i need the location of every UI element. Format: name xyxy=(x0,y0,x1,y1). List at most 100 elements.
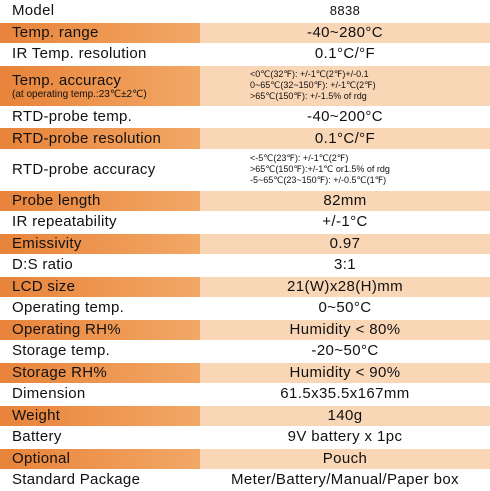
label: Standard Package xyxy=(12,471,141,489)
spec-row: RTD-probe temp. -40~200°C xyxy=(0,106,490,128)
label: Probe length xyxy=(12,192,101,210)
value-cell: -20~50°C xyxy=(200,340,490,362)
value-cell: 8838 xyxy=(200,0,490,22)
label-cell: Probe length xyxy=(0,189,200,211)
value: 0.1°C/°F xyxy=(314,45,376,63)
spec-row: Probe length 82mm xyxy=(0,189,490,211)
value-cell: 0.1°C/°F xyxy=(200,127,490,149)
value: 82mm xyxy=(323,192,367,210)
label-note: (at operating temp.:23℃±2℃) xyxy=(12,88,147,100)
label: Storage RH% xyxy=(12,364,108,382)
label-cell: RTD-probe temp. xyxy=(0,106,200,128)
label: IR repeatability xyxy=(12,213,117,231)
spec-row: Standard Package Meter/Battery/Manual/Pap… xyxy=(0,469,490,491)
spec-row: Model 8838 xyxy=(0,0,490,22)
label-cell: Optional xyxy=(0,447,200,469)
value-line: >65℃(150℉): +/-1.5% of rdg xyxy=(250,91,367,101)
label: Temp. accuracy xyxy=(12,71,122,89)
value-cell: Pouch xyxy=(200,447,490,469)
value-cell: +/-1°C xyxy=(200,211,490,233)
label: LCD size xyxy=(12,278,76,296)
spec-row: D:S ratio 3:1 xyxy=(0,254,490,276)
label: RTD-probe accuracy xyxy=(12,160,156,178)
value: Humidity < 90% xyxy=(289,364,401,382)
value-cell: 3:1 xyxy=(200,254,490,276)
value: 3:1 xyxy=(333,256,357,274)
value-cell: 0.1°C/°F xyxy=(200,43,490,65)
value-cell: 61.5x35.5x167mm xyxy=(200,383,490,405)
value: Humidity < 80% xyxy=(289,321,401,339)
label: Model xyxy=(12,2,55,20)
label: Optional xyxy=(12,450,71,468)
value-line: >65℃(150℉):+/-1℃ or1.5% of rdg xyxy=(250,163,390,174)
value: -40~280°C xyxy=(307,24,383,42)
spec-row: Weight 140g xyxy=(0,404,490,426)
label-cell: Operating RH% xyxy=(0,318,200,340)
value-line: 0~65℃(32~150℉): +/-1℃(2℉) xyxy=(250,80,376,90)
value-cell: <0℃(32℉): +/-1℃(2℉)+/-0.1 0~65℃(32~150℉):… xyxy=(200,64,490,106)
spec-row: Operating temp. 0~50°C xyxy=(0,297,490,319)
label-cell: Battery xyxy=(0,426,200,448)
spec-row: IR Temp. resolution 0.1°C/°F xyxy=(0,43,490,65)
label-cell: Temp. range xyxy=(0,21,200,43)
label: Temp. range xyxy=(12,24,99,42)
value: 61.5x35.5x167mm xyxy=(280,385,410,403)
spec-row: Emissivity 0.97 xyxy=(0,232,490,254)
value: 9V battery x 1pc xyxy=(287,428,403,446)
value-cell: 82mm xyxy=(200,189,490,211)
value-cell: 0.97 xyxy=(200,232,490,254)
label-cell: Model xyxy=(0,0,200,22)
label: RTD-probe resolution xyxy=(12,129,162,147)
label: Storage temp. xyxy=(12,342,111,360)
value-cell: -40~200°C xyxy=(200,106,490,128)
spec-row: IR repeatability +/-1°C xyxy=(0,211,490,233)
spec-row: Temp. range -40~280°C xyxy=(0,21,490,43)
value-line: <-5℃(23℉): +/-1℃(2℉) xyxy=(250,152,349,163)
value-cell: -40~280°C xyxy=(200,21,490,43)
label-cell: RTD-probe accuracy xyxy=(0,149,200,190)
spec-row: Storage temp. -20~50°C xyxy=(0,340,490,362)
label: Emissivity xyxy=(12,235,82,253)
label-cell: Operating temp. xyxy=(0,297,200,319)
value-cell: Humidity < 80% xyxy=(200,318,490,340)
value: -20~50°C xyxy=(311,342,379,360)
value-cell: 21(W)x28(H)mm xyxy=(200,275,490,297)
value: 0~50°C xyxy=(318,299,372,317)
value-line: <0℃(32℉): +/-1℃(2℉)+/-0.1 xyxy=(250,69,369,79)
value-cell: Meter/Battery/Manual/Paper box xyxy=(200,469,490,491)
spec-row: Battery 9V battery x 1pc xyxy=(0,426,490,448)
value-cell: <-5℃(23℉): +/-1℃(2℉) >65℃(150℉):+/-1℃ or1… xyxy=(200,149,490,190)
label-cell: IR repeatability xyxy=(0,211,200,233)
label-cell: D:S ratio xyxy=(0,254,200,276)
value: 21(W)x28(H)mm xyxy=(286,278,404,296)
spec-row: RTD-probe resolution 0.1°C/°F xyxy=(0,127,490,149)
spec-row: Temp. accuracy (at operating temp.:23℃±2℃… xyxy=(0,64,490,106)
label-cell: Storage RH% xyxy=(0,361,200,383)
value: 0.1°C/°F xyxy=(314,129,376,147)
spec-row: RTD-probe accuracy <-5℃(23℉): +/-1℃(2℉) >6… xyxy=(0,149,490,190)
label: Dimension xyxy=(12,385,86,403)
label-cell: Emissivity xyxy=(0,232,200,254)
value: 140g xyxy=(327,407,363,425)
label: Battery xyxy=(12,428,62,446)
label-cell: Storage temp. xyxy=(0,340,200,362)
spec-row: Optional Pouch xyxy=(0,447,490,469)
value: 8838 xyxy=(329,3,361,19)
value-cell: 9V battery x 1pc xyxy=(200,426,490,448)
label: Operating RH% xyxy=(12,321,121,339)
label: Operating temp. xyxy=(12,299,125,317)
label-cell: LCD size xyxy=(0,275,200,297)
label: Weight xyxy=(12,407,61,425)
value-line: -5~65℃(23~150℉): +/-0.5℃(1℉) xyxy=(250,174,387,185)
label: RTD-probe temp. xyxy=(12,107,133,125)
label: IR Temp. resolution xyxy=(12,45,147,63)
value-cell: 0~50°C xyxy=(200,297,490,319)
spec-row: LCD size 21(W)x28(H)mm xyxy=(0,275,490,297)
value: Meter/Battery/Manual/Paper box xyxy=(231,471,459,489)
value: Pouch xyxy=(322,450,368,468)
label-cell: RTD-probe resolution xyxy=(0,127,200,149)
label-cell: Standard Package xyxy=(0,469,200,491)
label-cell: Temp. accuracy (at operating temp.:23℃±2℃… xyxy=(0,64,200,106)
